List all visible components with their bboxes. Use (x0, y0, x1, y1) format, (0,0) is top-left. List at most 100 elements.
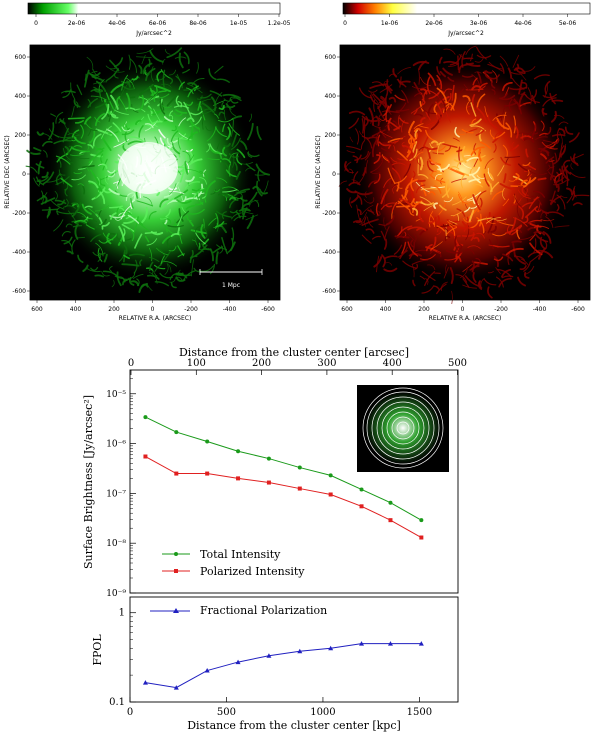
filament (491, 217, 507, 221)
filament (88, 207, 99, 218)
filament (525, 148, 529, 158)
filament (417, 173, 429, 179)
heat-map-y-tick-label: 600 (325, 54, 337, 61)
green-colorbar-tick-label: 1.2e-05 (267, 20, 290, 27)
filament (401, 141, 405, 148)
filament (184, 101, 194, 107)
filament (344, 161, 352, 172)
filament (540, 153, 548, 160)
filament (370, 171, 381, 175)
heat-map-x-tick-label: 0 (461, 306, 465, 313)
filament (445, 179, 450, 198)
filament (229, 209, 238, 214)
filament (63, 205, 76, 209)
filament (436, 225, 446, 232)
fractional-polarization-point (328, 645, 334, 651)
green-map-x-tick-label: -200 (184, 306, 198, 313)
filament (190, 259, 194, 277)
filament (379, 84, 393, 93)
filament (197, 101, 202, 111)
filament (464, 275, 479, 287)
filament (483, 278, 497, 286)
filament (450, 92, 457, 111)
filament (518, 205, 525, 220)
filament (231, 212, 242, 220)
filament (124, 95, 136, 99)
filament (411, 207, 419, 216)
filament (183, 101, 192, 118)
filament (110, 106, 116, 114)
legend-marker-fpol (173, 608, 179, 613)
filament (174, 56, 187, 59)
filament (223, 142, 231, 148)
filament (100, 153, 104, 163)
filament (377, 134, 381, 147)
filament (107, 173, 116, 178)
filament (391, 167, 402, 184)
filament (110, 212, 117, 220)
filament (245, 163, 256, 172)
filament (356, 194, 363, 205)
filament (416, 227, 427, 232)
filament (507, 253, 510, 265)
filament (144, 235, 150, 243)
filament (504, 155, 521, 158)
green-map-x-tick-label: 600 (31, 306, 43, 313)
filament (487, 270, 494, 274)
filament (500, 93, 508, 100)
filament (469, 53, 473, 62)
total-intensity-point (205, 439, 210, 444)
filament (164, 218, 172, 224)
filament (227, 193, 243, 200)
filament (413, 127, 422, 133)
filament (500, 104, 506, 122)
filament (348, 181, 361, 187)
filament (208, 68, 217, 81)
sb-y-tick-label: 10⁻⁷ (106, 489, 126, 499)
filament (132, 192, 136, 203)
filament (408, 177, 426, 182)
green-colorbar-tick-label: 0 (34, 20, 38, 27)
filament (135, 56, 152, 58)
fractional-polarization-point (266, 653, 272, 658)
filament (221, 146, 227, 157)
filament (95, 80, 107, 93)
filament (402, 260, 417, 269)
filament (206, 143, 210, 153)
filament (544, 82, 549, 98)
filament (125, 192, 134, 202)
filament (436, 113, 441, 122)
filament (138, 64, 143, 74)
filament (527, 164, 537, 171)
filament (476, 232, 485, 239)
filament (436, 74, 443, 90)
filament (375, 203, 379, 216)
filament (36, 131, 44, 136)
filament (461, 75, 473, 78)
filament (492, 131, 503, 144)
green-map-x-ticks: 600 400 200 0 -200 -400 -600 (31, 300, 275, 313)
filament (397, 157, 410, 161)
filament (216, 177, 228, 184)
filament (89, 169, 100, 184)
filament (417, 158, 420, 174)
filament (163, 116, 174, 122)
filament (471, 85, 482, 91)
filament (397, 200, 410, 211)
filament (346, 150, 355, 153)
filament (396, 184, 403, 189)
filament (471, 118, 477, 126)
filament (414, 151, 424, 160)
filament (117, 276, 126, 283)
filament (502, 198, 510, 207)
filament (212, 246, 223, 254)
filament (521, 81, 528, 89)
filament (520, 258, 529, 266)
filament (175, 95, 180, 106)
filament (444, 145, 452, 152)
filament (530, 89, 538, 101)
filament (383, 238, 388, 250)
filament (454, 235, 459, 252)
filament (258, 188, 268, 195)
filament (109, 265, 113, 272)
